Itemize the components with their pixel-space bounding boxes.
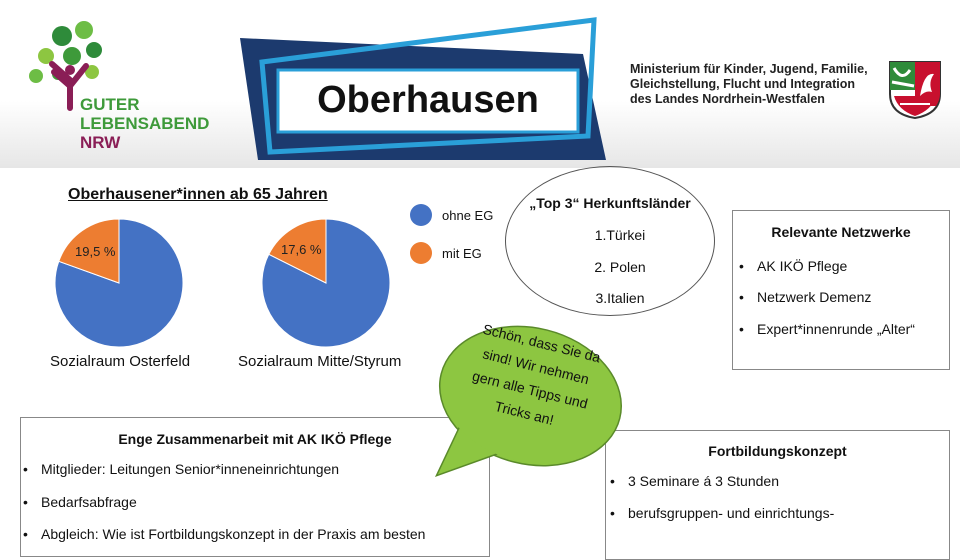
- top3-item-1: 1.Türkei: [594, 227, 646, 243]
- netzwerke-item-2: • Netzwerk Demenz: [739, 289, 872, 305]
- logo-line-2: LEBENSABEND: [80, 114, 210, 133]
- netzwerke-box: Relevante Netzwerke • AK IKÖ Pflege • Netz…: [732, 210, 950, 370]
- logo-line-3: NRW: [80, 133, 121, 152]
- netzwerke-item-2-text: Netzwerk Demenz: [757, 289, 872, 305]
- netzwerke-item-3: • Expert*innenrunde „Alter“: [739, 321, 915, 337]
- zusammenarbeit-item-3: • Abgleich: Wie ist Fortbildungskonzept i…: [23, 526, 426, 542]
- zusammenarbeit-title: Enge Zusammenarbeit mit AK IKÖ Pflege: [118, 431, 392, 447]
- netzwerke-item-1-text: AK IKÖ Pflege: [757, 258, 848, 274]
- chart-title: Oberhausener*innen ab 65 Jahren: [68, 186, 328, 203]
- fortbildung-box: Fortbildungskonzept • 3 Seminare á 3 Stun…: [605, 430, 950, 560]
- netzwerke-item-3-text: Expert*innenrunde „Alter“: [757, 321, 915, 337]
- ministry-line-2: Gleichstellung, Flucht und Integration: [630, 77, 855, 91]
- netzwerke-item-1: • AK IKÖ Pflege: [739, 258, 848, 274]
- page-title: Oberhausen: [317, 78, 539, 121]
- pie-chart-mitte-styrum: [261, 218, 391, 348]
- zusammenarbeit-box: Enge Zusammenarbeit mit AK IKÖ Pflege • M…: [20, 417, 490, 557]
- fortbildung-item-1: • 3 Seminare á 3 Stunden: [610, 473, 779, 489]
- pie-caption-osterfeld: Sozialraum Osterfeld: [50, 353, 191, 370]
- top3-ellipse: [505, 166, 715, 316]
- zusammenarbeit-item-3-text: Abgleich: Wie ist Fortbildungskonzept in…: [41, 526, 426, 542]
- fortbildung-item-2-text: berufsgruppen- und einrichtungs-: [628, 505, 835, 521]
- title-frame-graphic: [240, 17, 606, 160]
- fortbildung-title: Fortbildungskonzept: [708, 443, 847, 459]
- pie-caption-mitte-styrum: Sozialraum Mitte/Styrum: [238, 353, 402, 370]
- pie-chart-osterfeld: [54, 218, 184, 348]
- fortbildung-item-1-text: 3 Seminare á 3 Stunden: [628, 473, 779, 489]
- legend-item-mit-eg: mit EG: [410, 242, 482, 264]
- legend-swatch-mit-eg: [410, 242, 432, 264]
- pie-data-label-mit-eg-mitte: 17,6 %: [281, 242, 322, 257]
- ministry-name: Ministerium für Kinder, Jugend, Familie,…: [630, 62, 880, 107]
- legend-item-ohne-eg: ohne EG: [410, 204, 493, 226]
- legend-label-ohne-eg: ohne EG: [442, 207, 494, 223]
- speech-bubble-shape: [434, 325, 623, 477]
- zusammenarbeit-item-1-text: Mitglieder: Leitungen Senior*inneneinric…: [41, 461, 340, 477]
- zusammenarbeit-item-2-text: Bedarfsabfrage: [41, 494, 137, 510]
- zusammenarbeit-item-2: • Bedarfsabfrage: [23, 494, 137, 510]
- top3-title: „Top 3“ Herkunftsländer: [529, 195, 691, 211]
- logo-wordmark: GUTER LEBENSABEND NRW: [80, 95, 209, 152]
- nrw-crest-icon: [889, 61, 941, 120]
- legend-label-mit-eg: mit EG: [442, 245, 482, 261]
- logo-line-1: GUTER: [80, 95, 140, 114]
- netzwerke-title: Relevante Netzwerke: [771, 224, 911, 240]
- top3-item-2: 2. Polen: [594, 259, 646, 275]
- pie-slice-mit-eg: [58, 218, 120, 284]
- tree-logo-icon: [29, 21, 102, 111]
- ministry-line-3: des Landes Nordrhein-Westfalen: [630, 92, 825, 106]
- pie-data-label-mit-eg-osterfeld: 19,5 %: [75, 244, 116, 259]
- legend-swatch-ohne-eg: [410, 204, 432, 226]
- fortbildung-item-2: • berufsgruppen- und einrichtungs-: [610, 505, 835, 521]
- zusammenarbeit-item-1: • Mitglieder: Leitungen Senior*inneneinri…: [23, 461, 340, 477]
- ministry-line-1: Ministerium für Kinder, Jugend, Familie,: [630, 62, 868, 76]
- pie-slice-mit-eg: [268, 218, 327, 284]
- top3-item-3: 3.Italien: [595, 290, 645, 306]
